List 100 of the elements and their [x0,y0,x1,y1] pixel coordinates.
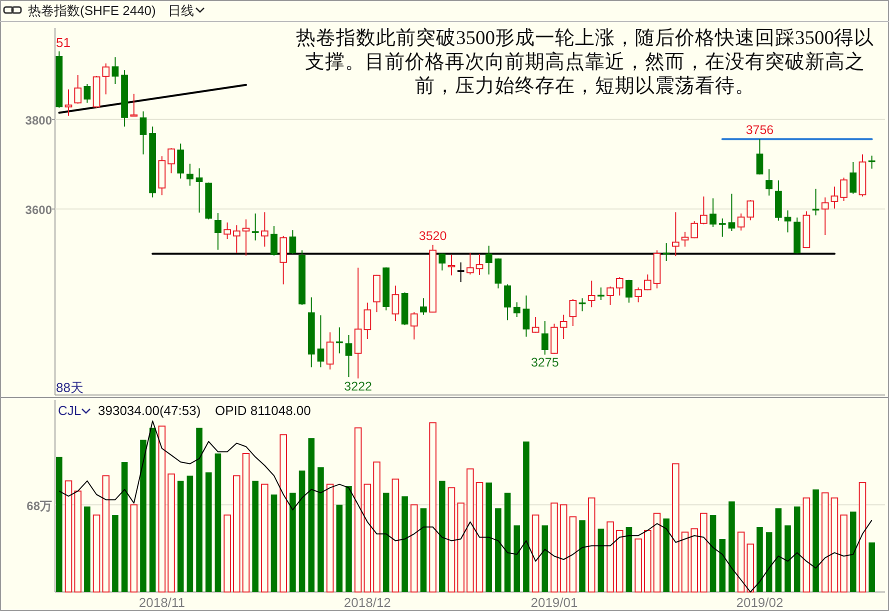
bar [74,490,82,592]
bar [719,538,726,592]
bar [326,484,334,592]
bar [364,484,372,592]
bar [523,442,530,592]
bar [868,542,875,592]
bar [336,504,343,592]
bar [214,453,222,592]
bar [840,514,848,592]
annotation: 3222 [344,379,372,394]
bar [569,516,577,592]
bar [830,497,838,592]
ref-line-label: 68万 [26,498,52,513]
bar [298,470,306,592]
bar [205,472,212,592]
bar [634,538,642,592]
bar [616,530,624,592]
bar [812,489,819,592]
bar [476,482,484,592]
bar [420,508,427,592]
bar [784,525,791,592]
bar [542,525,548,592]
bar [802,497,810,592]
bar [746,544,754,592]
y-tick-label: 3800 [25,113,52,128]
bar [606,521,614,592]
bar [663,518,670,592]
bar [858,482,866,592]
bar [690,528,698,592]
text: CJL [58,403,82,418]
bar [850,512,856,592]
bar [233,475,240,592]
chart-title: 热卷指数(SHFE 2440) [28,3,156,18]
bar [252,480,258,592]
annotation: 51 [56,35,70,50]
bar [532,514,540,592]
bar [92,514,100,592]
bar [737,532,745,592]
bar [579,520,586,592]
bar [504,492,511,592]
bar [710,515,716,592]
bar [308,438,315,592]
annotation: 88天 [56,380,84,395]
bar [644,530,652,592]
bar [112,515,118,592]
text: OPID 811048.00 [215,403,311,418]
bar [457,502,464,592]
bar [168,474,175,592]
text: 393034.00(47:53) [98,403,201,418]
bar [756,527,763,592]
bar [346,486,352,592]
bar [261,484,268,592]
x-tick-label: 2019/02 [736,595,784,610]
x-tick-label: 2018/11 [138,595,185,610]
bar [149,428,156,592]
bar [186,476,194,592]
bar [177,480,184,592]
bar [318,467,324,592]
annotation: 3520 [418,228,447,243]
bar [560,504,568,592]
bar [495,508,502,592]
bar [158,426,166,592]
bar [130,504,138,592]
bar [700,512,708,592]
bar [821,492,829,592]
annotation: 3756 [746,123,774,138]
bar [270,494,278,592]
bar [775,508,782,592]
x-tick-label: 2018/12 [344,595,391,610]
bar [64,480,72,592]
bar [102,475,110,592]
bar [354,427,362,592]
x-tick-label: 2019/01 [530,595,578,610]
bar [514,525,520,592]
bar [794,506,800,592]
bar [290,492,296,592]
y-tick-label: 3600 [25,203,52,218]
bar [402,496,408,592]
bar [373,462,380,592]
bar [466,468,474,592]
bar [728,501,735,592]
bar [56,456,62,592]
bar [486,482,492,592]
bar [681,532,689,592]
bar [429,422,436,592]
bar [280,434,287,592]
bar [598,528,604,592]
bar [626,527,632,592]
bar [588,497,596,592]
bar [653,512,661,592]
bar [84,506,90,592]
bar [121,462,128,592]
bar [392,478,400,592]
annotation: 3275 [530,356,559,370]
annotation: 热卷指数此前突破3500形成一轮上涨，随后价格快速回踩3500得以支撑。目前价格再次向前期高点靠近，然而，在没有突破新高之前，压力始终存在，短期以震荡看待。 [295,27,875,99]
bar [672,463,680,592]
bar [382,492,390,592]
chart-subtitle: 日线 [168,3,194,18]
bar [242,452,250,592]
bar [448,487,456,592]
